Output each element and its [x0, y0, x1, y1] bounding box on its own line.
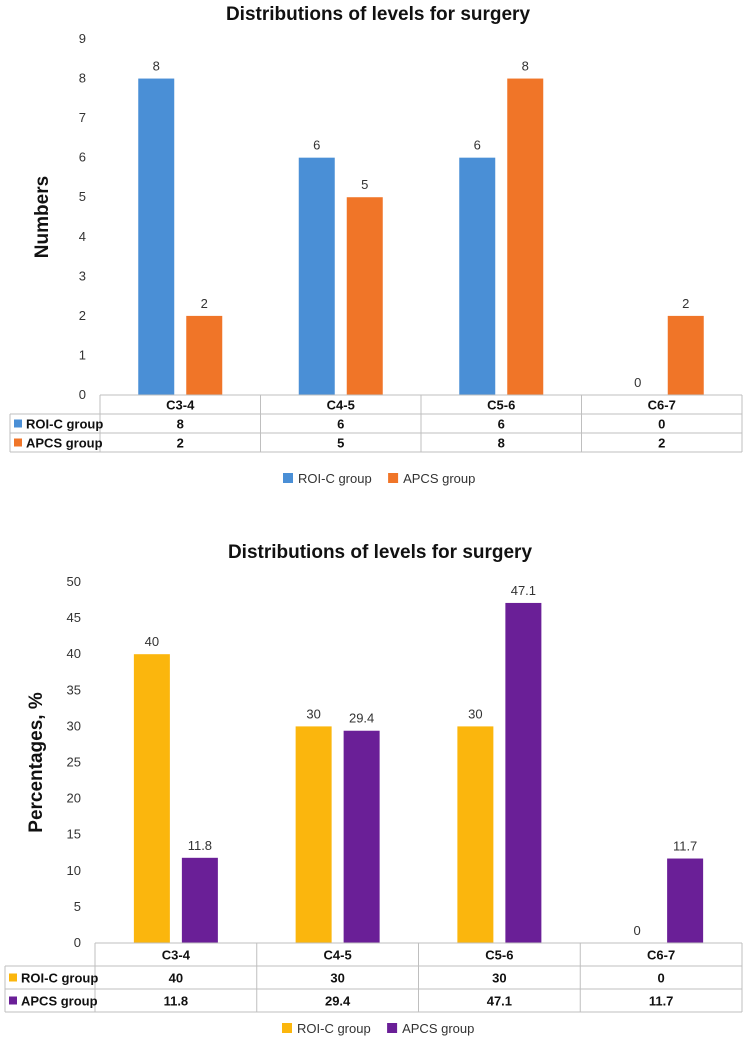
- data-label: 11.8: [188, 838, 212, 853]
- table-cell: 40: [169, 971, 183, 986]
- legend-swatch: [283, 473, 293, 483]
- y-tick-label: 15: [67, 827, 81, 842]
- bar-apcs-group-c6-7: [667, 315, 704, 395]
- table-row-header: APCS group: [26, 436, 103, 451]
- chart-title: Distributions of levels for surgery: [226, 4, 530, 25]
- table-row-header: ROI-C group: [26, 417, 103, 432]
- x-category-label: C3-4: [162, 948, 191, 963]
- legend-swatch: [282, 1023, 292, 1033]
- legend-swatch: [388, 473, 399, 483]
- y-tick-label: 25: [67, 755, 81, 770]
- data-label: 8: [153, 59, 160, 74]
- y-tick-label: 10: [67, 863, 81, 878]
- table-cell: 29.4: [325, 994, 351, 1009]
- x-category-label: C6-7: [647, 948, 675, 963]
- y-tick-label: 5: [79, 189, 86, 204]
- table-legend-key: [14, 419, 22, 428]
- bar-apcs-group-c4-5: [346, 197, 383, 395]
- bar-apcs-group-c4-5: [343, 730, 380, 943]
- legend-label: ROI-C group: [298, 471, 372, 486]
- y-tick-label: 20: [67, 791, 81, 806]
- table-cell: 30: [492, 971, 506, 986]
- y-tick-label: 9: [79, 31, 86, 46]
- data-label: 11.7: [673, 839, 697, 854]
- bar-apcs-group-c3-4: [181, 857, 218, 943]
- legend-label: ROI-C group: [297, 1021, 371, 1036]
- bar-roi-c-group-c4-5: [295, 726, 332, 943]
- table-cell: 6: [498, 417, 505, 432]
- x-category-label: C3-4: [166, 398, 195, 413]
- data-label: 8: [522, 59, 529, 74]
- data-label: 5: [361, 177, 368, 192]
- bar-apcs-group-c6-7: [667, 858, 704, 943]
- y-tick-label: 1: [79, 347, 86, 362]
- table-cell: 11.7: [649, 994, 674, 1009]
- bar-apcs-group-c3-4: [186, 315, 223, 395]
- data-label: 47.1: [511, 583, 536, 598]
- table-cell: 8: [177, 417, 184, 432]
- data-label: 30: [306, 706, 320, 721]
- y-tick-label: 45: [67, 610, 81, 625]
- table-legend-key: [14, 438, 22, 447]
- x-category-label: C4-5: [324, 948, 352, 963]
- chart-title: Distributions of levels for surgery: [228, 542, 532, 563]
- table-row-header: ROI-C group: [21, 971, 98, 986]
- data-label: 30: [468, 706, 482, 721]
- y-tick-label: 6: [79, 150, 86, 165]
- y-tick-label: 35: [67, 682, 81, 697]
- data-label: 2: [201, 296, 208, 311]
- table-cell: 6: [337, 417, 344, 432]
- table-cell: 30: [330, 971, 344, 986]
- table-cell: 2: [177, 436, 184, 451]
- legend-label: APCS group: [402, 1021, 474, 1036]
- x-category-label: C5-6: [487, 398, 515, 413]
- x-category-label: C5-6: [485, 948, 513, 963]
- table-cell: 47.1: [487, 994, 512, 1009]
- y-tick-label: 0: [74, 935, 81, 950]
- data-label: 29.4: [349, 711, 374, 726]
- chart-numbers: Distributions of levels for surgery Numbe…: [9, 4, 743, 486]
- table-legend-key: [9, 973, 17, 982]
- table-cell: 8: [498, 436, 505, 451]
- table-legend-key: [9, 996, 17, 1005]
- x-category-label: C6-7: [648, 398, 676, 413]
- chart-percentages: Distributions of levels for surgery Perce…: [4, 542, 743, 1036]
- legend-label: APCS group: [403, 471, 475, 486]
- y-tick-label: 40: [67, 646, 81, 661]
- table-cell: 5: [337, 436, 344, 451]
- data-label: 0: [634, 375, 641, 390]
- table-cell: 11.8: [164, 994, 189, 1009]
- y-tick-label: 5: [74, 899, 81, 914]
- bar-roi-c-group-c5-6: [457, 726, 494, 943]
- data-label: 6: [474, 138, 481, 153]
- data-label: 0: [634, 923, 641, 938]
- data-label: 40: [145, 634, 159, 649]
- data-label: 6: [313, 138, 320, 153]
- bar-roi-c-group-c3-4: [138, 78, 175, 396]
- table-cell: 2: [658, 436, 665, 451]
- y-tick-label: 3: [79, 268, 86, 283]
- x-category-label: C4-5: [327, 398, 355, 413]
- y-tick-label: 2: [79, 308, 86, 323]
- bar-apcs-group-c5-6: [505, 602, 542, 943]
- y-tick-label: 50: [67, 574, 81, 589]
- y-tick-label: 0: [79, 387, 86, 402]
- y-tick-label: 8: [79, 71, 86, 86]
- bar-apcs-group-c5-6: [507, 78, 544, 396]
- y-tick-label: 7: [79, 110, 86, 125]
- y-tick-label: 30: [67, 718, 81, 733]
- bar-roi-c-group-c4-5: [298, 157, 335, 395]
- data-label: 2: [682, 296, 689, 311]
- legend-swatch: [387, 1023, 398, 1033]
- y-axis-label: Numbers: [32, 176, 53, 258]
- table-cell: 0: [658, 417, 665, 432]
- bar-roi-c-group-c5-6: [459, 157, 496, 395]
- table-cell: 0: [658, 971, 665, 986]
- table-row-header: APCS group: [21, 994, 98, 1009]
- y-axis-label: Percentages, %: [26, 692, 47, 833]
- y-tick-label: 4: [79, 229, 86, 244]
- bar-roi-c-group-c3-4: [133, 654, 170, 943]
